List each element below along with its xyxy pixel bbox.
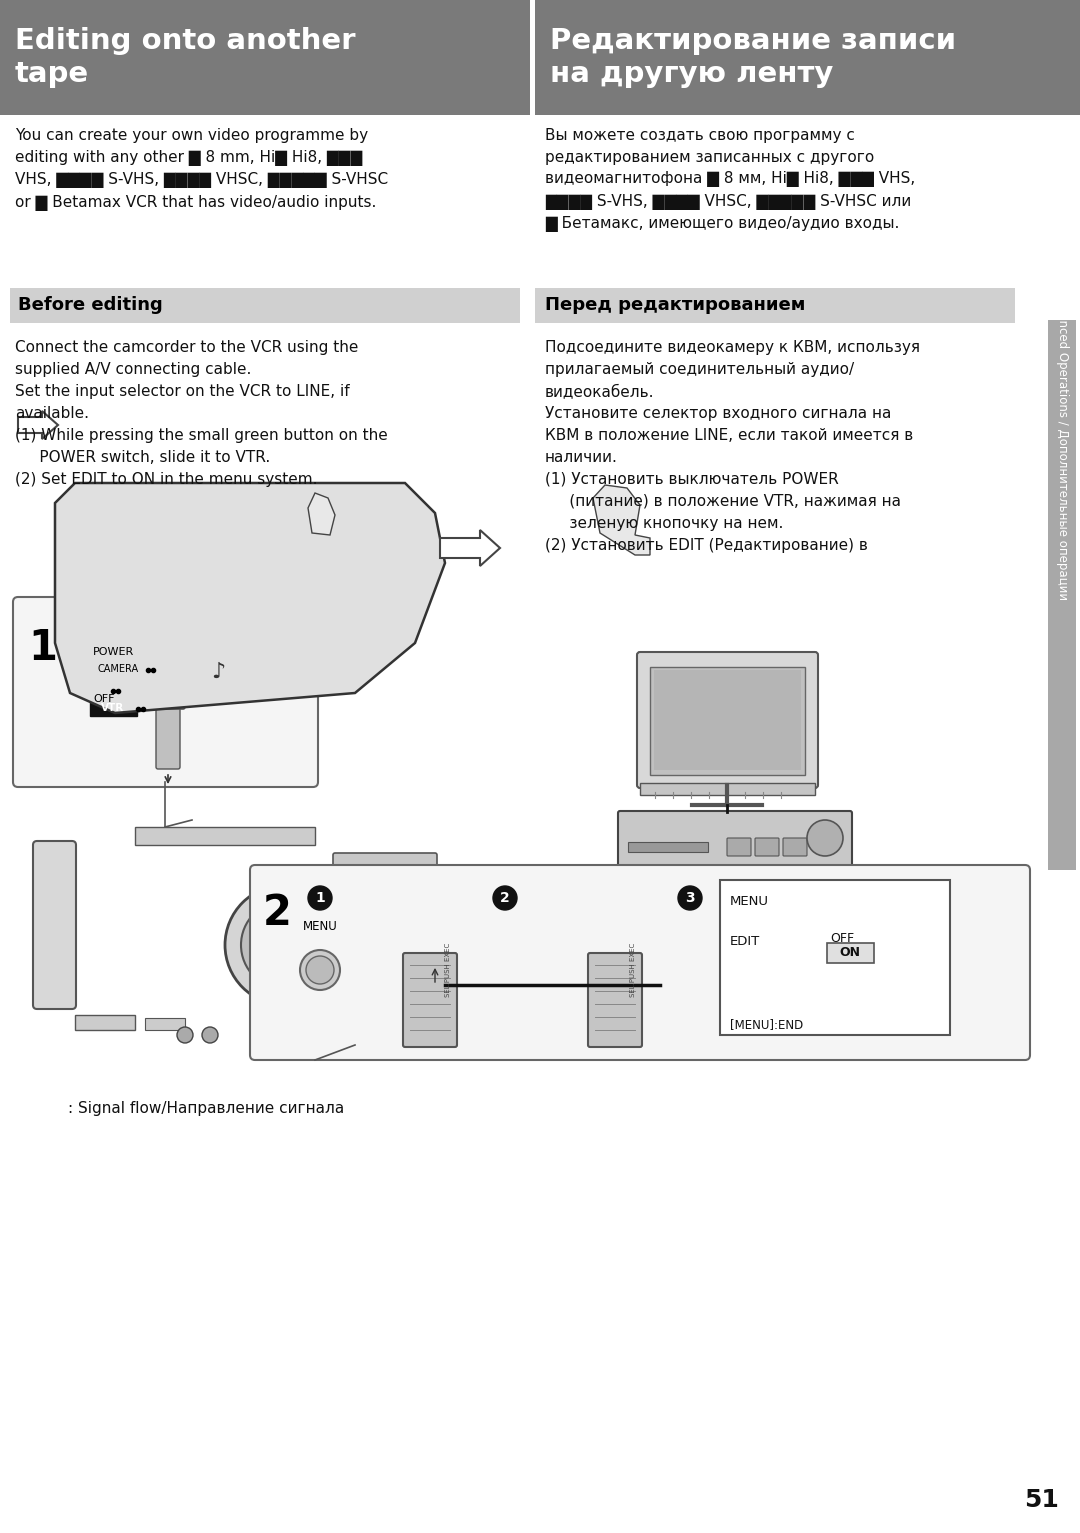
Circle shape bbox=[678, 886, 702, 911]
FancyBboxPatch shape bbox=[145, 1018, 185, 1030]
Text: Connect the camcorder to the VCR using the: Connect the camcorder to the VCR using t… bbox=[15, 340, 359, 356]
FancyBboxPatch shape bbox=[135, 826, 315, 845]
Text: ♪: ♪ bbox=[211, 662, 225, 682]
Text: 2: 2 bbox=[264, 892, 292, 934]
Text: Редактирование записи
на другую ленту: Редактирование записи на другую ленту bbox=[550, 28, 956, 87]
Text: (питание) в положение VTR, нажимая на: (питание) в положение VTR, нажимая на bbox=[545, 494, 901, 509]
Polygon shape bbox=[593, 484, 650, 555]
Text: supplied A/V connecting cable.: supplied A/V connecting cable. bbox=[15, 362, 252, 377]
FancyBboxPatch shape bbox=[13, 596, 318, 786]
FancyBboxPatch shape bbox=[727, 839, 751, 855]
Text: POWER switch, slide it to VTR.: POWER switch, slide it to VTR. bbox=[15, 451, 270, 464]
Circle shape bbox=[271, 931, 299, 960]
FancyBboxPatch shape bbox=[783, 839, 807, 855]
Text: [MENU]:END: [MENU]:END bbox=[730, 1018, 804, 1032]
Circle shape bbox=[257, 917, 313, 973]
FancyBboxPatch shape bbox=[249, 865, 1030, 1059]
FancyBboxPatch shape bbox=[403, 954, 457, 1047]
FancyBboxPatch shape bbox=[720, 880, 950, 1035]
Text: MENU: MENU bbox=[730, 895, 769, 908]
Circle shape bbox=[177, 1027, 193, 1042]
Text: 2: 2 bbox=[500, 891, 510, 904]
Text: 1: 1 bbox=[28, 627, 57, 668]
Circle shape bbox=[807, 820, 843, 855]
FancyBboxPatch shape bbox=[535, 288, 1015, 323]
Text: (1) Установить выключатель POWER: (1) Установить выключатель POWER bbox=[545, 472, 839, 487]
Text: : Signal flow/Направление сигнала: : Signal flow/Направление сигнала bbox=[68, 1101, 345, 1116]
Text: (2) Set EDIT to ON in the menu system.: (2) Set EDIT to ON in the menu system. bbox=[15, 472, 318, 487]
Text: Вы можете создать свою программу с
редактированием записанных с другого
видеомаг: Вы можете создать свою программу с редак… bbox=[545, 127, 915, 233]
Polygon shape bbox=[18, 411, 58, 438]
Text: зеленую кнопочку на нем.: зеленую кнопочку на нем. bbox=[545, 517, 783, 530]
FancyBboxPatch shape bbox=[75, 1015, 135, 1030]
Text: Установите селектор входного сигнала на: Установите селектор входного сигнала на bbox=[545, 406, 891, 422]
FancyBboxPatch shape bbox=[827, 943, 874, 963]
Text: 3: 3 bbox=[685, 891, 694, 904]
Text: (1) While pressing the small green button on the: (1) While pressing the small green butto… bbox=[15, 428, 388, 443]
Text: OFF: OFF bbox=[93, 694, 114, 704]
FancyBboxPatch shape bbox=[627, 842, 708, 852]
Text: КВМ в положение LINE, если такой имеется в: КВМ в положение LINE, если такой имеется… bbox=[545, 428, 914, 443]
Text: OFF: OFF bbox=[831, 932, 854, 944]
Text: 51: 51 bbox=[1025, 1489, 1059, 1512]
Circle shape bbox=[225, 885, 345, 1006]
FancyBboxPatch shape bbox=[618, 811, 852, 868]
Circle shape bbox=[241, 901, 329, 989]
Polygon shape bbox=[440, 530, 500, 566]
FancyBboxPatch shape bbox=[650, 667, 805, 776]
Text: Подсоедините видеокамеру к КВМ, используя: Подсоедините видеокамеру к КВМ, использу… bbox=[545, 340, 920, 356]
Text: наличии.: наличии. bbox=[545, 451, 618, 464]
FancyBboxPatch shape bbox=[151, 675, 185, 708]
FancyBboxPatch shape bbox=[33, 842, 76, 1009]
Text: прилагаемый соединительный аудио/: прилагаемый соединительный аудио/ bbox=[545, 362, 854, 377]
Circle shape bbox=[306, 957, 334, 984]
FancyBboxPatch shape bbox=[10, 288, 519, 323]
FancyBboxPatch shape bbox=[535, 0, 1080, 115]
Circle shape bbox=[202, 1027, 218, 1042]
Text: 1: 1 bbox=[315, 891, 325, 904]
FancyBboxPatch shape bbox=[333, 852, 437, 892]
FancyBboxPatch shape bbox=[156, 675, 180, 770]
Polygon shape bbox=[55, 483, 445, 713]
Circle shape bbox=[492, 886, 517, 911]
FancyBboxPatch shape bbox=[755, 839, 779, 855]
Text: CAMERA: CAMERA bbox=[97, 664, 138, 675]
Text: MENU: MENU bbox=[302, 920, 337, 934]
Text: SEL.PUSH EXEC: SEL.PUSH EXEC bbox=[630, 943, 636, 996]
FancyBboxPatch shape bbox=[1048, 320, 1076, 871]
Circle shape bbox=[308, 886, 332, 911]
Polygon shape bbox=[308, 494, 335, 535]
Text: видеокабель.: видеокабель. bbox=[545, 383, 654, 399]
Text: Advanced Operations / Дополнительные операции: Advanced Operations / Дополнительные опе… bbox=[1055, 290, 1068, 599]
FancyBboxPatch shape bbox=[0, 0, 530, 115]
FancyBboxPatch shape bbox=[654, 670, 801, 770]
Text: VTR: VTR bbox=[102, 704, 124, 713]
Text: You can create your own video programme by
editing with any other █ 8 mm, Hi█ Hi: You can create your own video programme … bbox=[15, 127, 388, 212]
Circle shape bbox=[300, 950, 340, 990]
FancyBboxPatch shape bbox=[637, 652, 818, 788]
FancyBboxPatch shape bbox=[588, 954, 642, 1047]
Text: Before editing: Before editing bbox=[18, 296, 163, 314]
Text: Set the input selector on the VCR to LINE, if: Set the input selector on the VCR to LIN… bbox=[15, 383, 350, 399]
FancyBboxPatch shape bbox=[90, 661, 147, 678]
FancyBboxPatch shape bbox=[90, 701, 137, 716]
Text: (2) Установить EDIT (Редактирование) в: (2) Установить EDIT (Редактирование) в bbox=[545, 538, 868, 553]
Text: Editing onto another
tape: Editing onto another tape bbox=[15, 28, 355, 87]
Text: Перед редактированием: Перед редактированием bbox=[545, 296, 806, 314]
Text: POWER: POWER bbox=[93, 647, 134, 658]
Text: SEL.PUSH EXEC: SEL.PUSH EXEC bbox=[445, 943, 451, 996]
FancyBboxPatch shape bbox=[640, 783, 815, 796]
Text: available.: available. bbox=[15, 406, 89, 422]
Circle shape bbox=[195, 650, 240, 694]
Text: ON: ON bbox=[839, 946, 861, 960]
Polygon shape bbox=[193, 648, 213, 659]
Text: EDIT: EDIT bbox=[730, 935, 760, 947]
